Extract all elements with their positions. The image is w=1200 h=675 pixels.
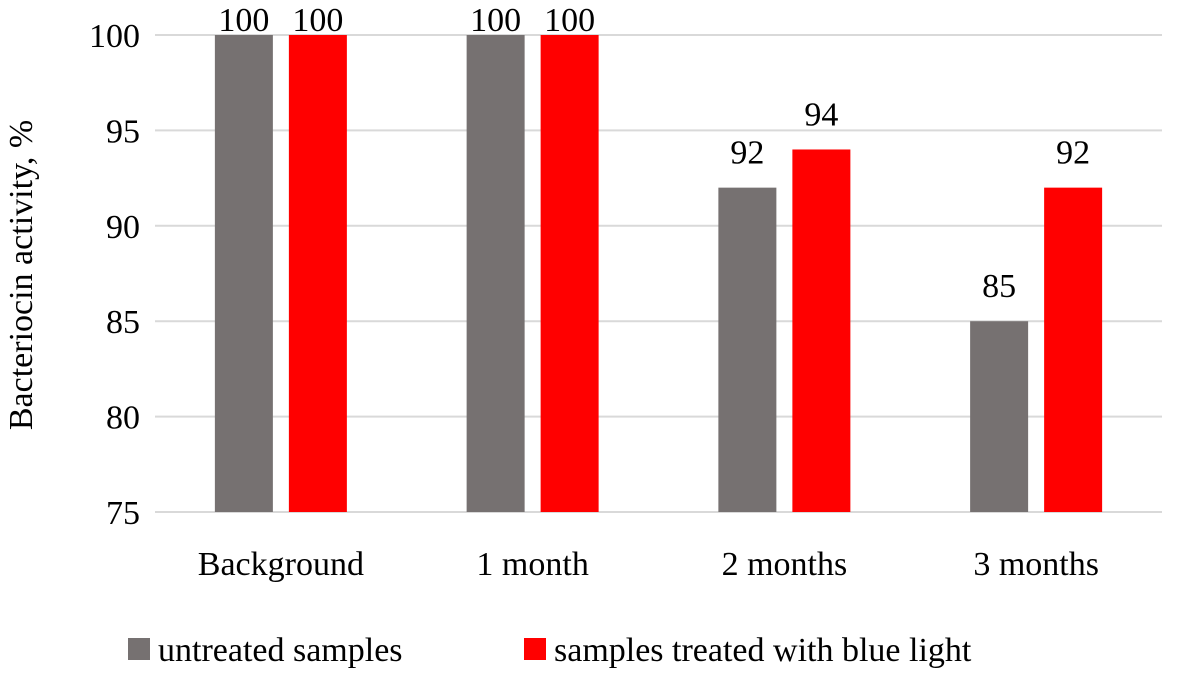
x-category-label: Background xyxy=(198,546,364,583)
y-tick-label: 75 xyxy=(106,495,140,532)
y-axis-title: Bacteriocin activity, % xyxy=(3,120,40,430)
legend-swatch xyxy=(128,638,150,660)
x-category-label: 3 months xyxy=(973,546,1099,583)
legend-label: samples treated with blue light xyxy=(554,632,972,669)
data-label: 100 xyxy=(470,2,521,39)
data-label: 92 xyxy=(1056,135,1090,172)
x-category-label: 1 month xyxy=(476,546,588,583)
bar xyxy=(540,35,599,512)
y-tick-label: 95 xyxy=(106,113,140,150)
legend: untreated samples samples treated with bl… xyxy=(128,632,972,669)
x-axis-categories: Background 1 month 2 months 3 months xyxy=(198,546,1099,583)
bar xyxy=(718,187,777,512)
bar xyxy=(792,149,851,513)
bar xyxy=(214,35,273,512)
bar xyxy=(466,35,525,512)
bar xyxy=(288,35,347,512)
bar xyxy=(1044,187,1103,512)
data-label: 100 xyxy=(218,2,269,39)
data-label: 100 xyxy=(544,2,595,39)
y-tick-label: 85 xyxy=(106,304,140,341)
y-tick-label: 80 xyxy=(106,400,140,437)
y-tick-label: 100 xyxy=(89,18,140,55)
data-label: 94 xyxy=(804,96,838,133)
x-category-label: 2 months xyxy=(722,546,848,583)
y-axis-ticks: 75 80 85 90 95 100 xyxy=(89,18,140,532)
bars xyxy=(214,35,1103,513)
data-label: 92 xyxy=(730,135,764,172)
legend-swatch xyxy=(524,638,546,660)
data-labels: 100 100 100 100 92 94 85 92 xyxy=(218,2,1090,305)
y-tick-label: 90 xyxy=(106,209,140,246)
bar xyxy=(970,321,1029,512)
data-label: 100 xyxy=(292,2,343,39)
data-label: 85 xyxy=(982,268,1016,305)
legend-label: untreated samples xyxy=(158,632,403,669)
